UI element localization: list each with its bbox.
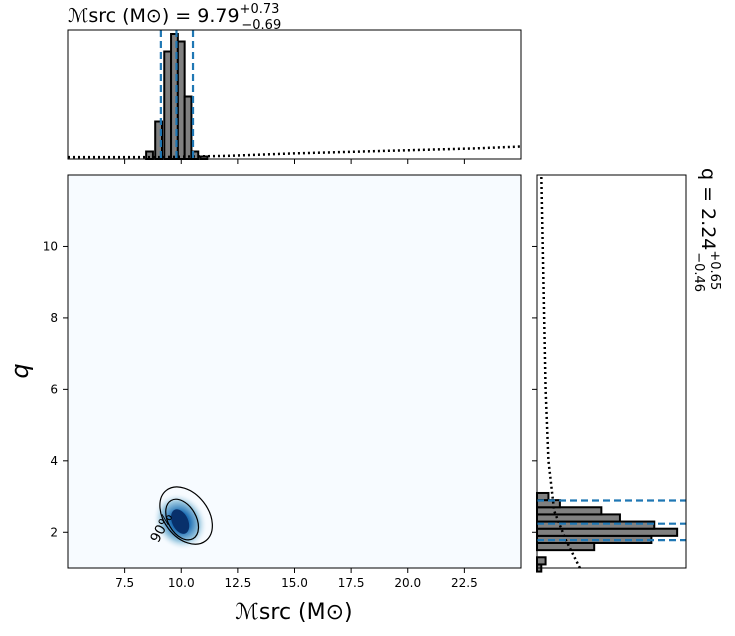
y-axis-label: q (6, 363, 34, 378)
right-title: q = 2.24+0.65−0.46 (691, 168, 722, 292)
right-title-plus: +0.65 (707, 250, 722, 290)
marginal-y-bar (536, 513, 621, 523)
marginal-y-bar (536, 556, 547, 566)
joint-contour-inner (165, 498, 200, 541)
joint-density-peak (171, 509, 190, 534)
x-tick-label: 12.5 (225, 576, 252, 590)
top-title: ℳsrc (M⊙) = 9.79+0.73 −0.69 (68, 2, 281, 33)
marginal-y-bar (536, 491, 550, 502)
marginal-x-bar (176, 40, 186, 160)
x-axis-label: ℳsrc (M⊙) (235, 600, 352, 625)
right-title-minus: −0.46 (691, 252, 706, 292)
joint-background (68, 175, 521, 568)
marginal-x-prior-line (68, 145, 522, 159)
x-tick-label: 10.0 (168, 576, 195, 590)
marginal-x-panel (68, 30, 522, 160)
marginal-y-bar (536, 527, 679, 537)
y-tick-label: 6 (50, 382, 58, 396)
x-axis-ticks: 7.5 10.0 12.5 15.0 17.5 20.0 22.5 (115, 159, 478, 590)
top-title-minus: −0.69 (241, 18, 281, 33)
marginal-y-bar (536, 541, 596, 552)
x-tick-label: 22.5 (451, 576, 478, 590)
y-tick-label: 8 (50, 311, 58, 325)
x-tick-label: 7.5 (115, 576, 134, 590)
marginal-y-frame (536, 174, 687, 569)
x-tick-label: 15.0 (281, 576, 308, 590)
marginal-x-bar (183, 95, 193, 160)
top-title-text: ℳsrc (M⊙) = 9.79 (68, 5, 240, 27)
marginal-y-prior-line (540, 174, 582, 569)
y-axis-ticks: 2 4 6 8 10 (43, 239, 537, 539)
joint-density-panel (152, 486, 213, 551)
marginal-x-frame (67, 29, 522, 160)
y-tick-label: 4 (50, 454, 58, 468)
marginal-y-bar (536, 506, 603, 516)
top-title-plus: +0.73 (240, 2, 280, 17)
x-tick-label: 17.5 (338, 576, 365, 590)
right-title-text: q = 2.24 (697, 168, 719, 250)
y-tick-label: 2 (50, 525, 58, 539)
marginal-x-bar (163, 50, 173, 160)
x-tick-label: 20.0 (394, 576, 421, 590)
marginal-y-panel (536, 174, 686, 573)
y-tick-label: 10 (43, 239, 58, 253)
joint-contour-90 (159, 486, 213, 545)
